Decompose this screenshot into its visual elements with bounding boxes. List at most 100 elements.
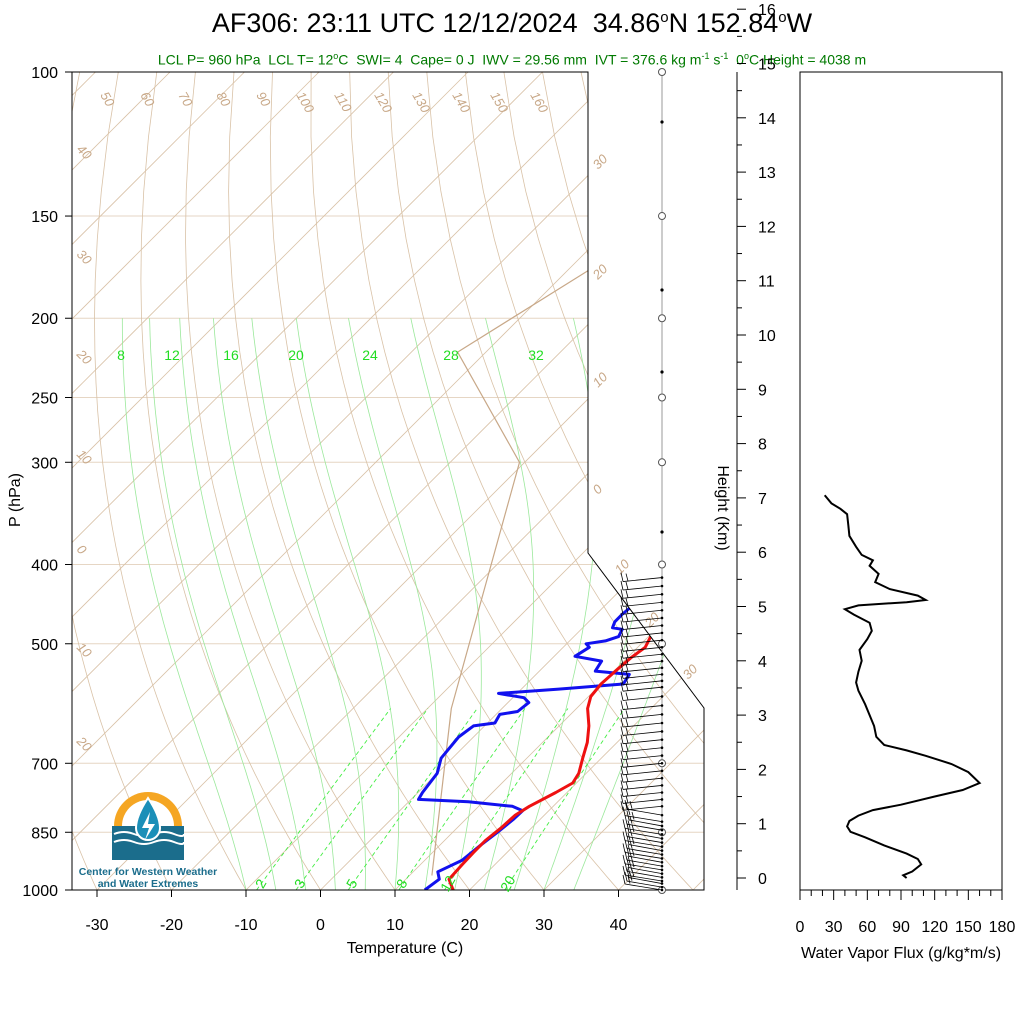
wv-x-tick-label: 150 (955, 919, 982, 936)
wind-barb-flag (625, 643, 629, 651)
wind-barb-dot (660, 849, 664, 852)
wind-barb-dot (660, 791, 664, 794)
wind-barb-flag (631, 824, 635, 833)
dry-adiabat-line (774, 72, 1024, 890)
wind-barb (620, 662, 664, 673)
wind-barb-shaft (622, 777, 663, 783)
dry-adiabat-line (426, 72, 704, 890)
wind-barb-dot (660, 624, 664, 627)
wind-barb-dot (660, 868, 664, 872)
wind-barb-flag (620, 675, 624, 685)
height-tick-label: 15 (758, 57, 776, 74)
height-tick-label: 5 (758, 600, 767, 617)
wind-barb-dot (660, 769, 664, 773)
wind-barb (624, 872, 664, 889)
wind-barb-dot (660, 879, 664, 883)
mixing-ratio-label: 20 (288, 347, 304, 363)
height-tick-label: 14 (758, 111, 776, 128)
wind-barb-shaft (622, 593, 663, 599)
wind-barb-flag (620, 742, 624, 752)
wind-barb-flag (620, 682, 624, 692)
y-tick-label: 850 (31, 825, 58, 842)
wind-barb-shaft (622, 705, 663, 710)
wind-barb-flag (620, 605, 624, 615)
wind-barb-dot (660, 761, 664, 765)
wind-barb-flag (631, 869, 635, 878)
isotherm-label-right: 0 (590, 481, 606, 497)
wind-barb-shaft (628, 819, 663, 827)
wind-barb-flag (620, 572, 624, 582)
y-tick-label: 150 (31, 209, 58, 226)
wind-barb-flag (625, 581, 629, 590)
mixing-ratio-bottom-label: 12 (437, 873, 459, 895)
wind-barb-shaft (622, 805, 663, 811)
parcel-trace-line (431, 72, 704, 876)
mixing-ratio-line (398, 708, 526, 890)
wind-barb-flag (620, 709, 624, 719)
wind-barb (620, 765, 664, 776)
wind-barb-shaft (622, 722, 663, 728)
wind-barb-dot (660, 616, 664, 620)
dry-adiabat-line (310, 72, 619, 890)
wind-barb-shaft (622, 686, 663, 692)
wind-barb-flag (625, 718, 629, 727)
wind-barb-flag (622, 874, 626, 885)
dry-adiabat-line (928, 72, 1024, 890)
wind-barb (622, 854, 664, 872)
wind-barb-flag (620, 726, 624, 736)
wind-barb-shaft (622, 609, 663, 615)
dry-adiabat-line (387, 72, 704, 890)
wind-barb (620, 773, 664, 783)
logo-line-1: Center for Western Weather (78, 866, 218, 878)
wind-barb-flag (625, 606, 629, 614)
wind-barb-flag (620, 691, 624, 701)
dry-adiabat-line (542, 72, 704, 890)
wind-barb-flag (625, 692, 629, 701)
wind-barb-flag (626, 835, 630, 845)
isotherm-label-left: 10 (74, 447, 95, 468)
wind-barb-shaft (624, 840, 663, 847)
wind-barb-flag (625, 598, 629, 606)
wind-barb-dot (660, 673, 664, 676)
isotherm-label-right: 20 (589, 261, 611, 283)
wind-barb-flag (622, 865, 626, 876)
wind-barb (620, 656, 664, 666)
wind-barb-flag (625, 751, 629, 760)
wind-barb-shaft (628, 844, 663, 851)
wind-barb (620, 597, 664, 607)
wind-barb-dot (660, 584, 664, 588)
wind-barb-dot (660, 659, 664, 663)
wind-barb-flag (620, 765, 624, 775)
dry-adiabat-line (228, 72, 470, 890)
wind-barb-shaft (622, 714, 663, 719)
height-tick-label: 16 (758, 2, 776, 19)
wind-barb-dot (660, 776, 664, 780)
barb-level-dot (660, 370, 664, 374)
wind-barb-flag (625, 743, 629, 752)
wind-barb-shaft (624, 874, 663, 882)
wind-barb-flag (625, 766, 629, 775)
wind-barb (620, 758, 664, 768)
wind-barb (620, 649, 664, 659)
wind-barb (620, 635, 664, 645)
x-tick-label: -30 (85, 917, 108, 934)
x-tick-label: -20 (160, 917, 183, 934)
wind-barb-dot (660, 804, 664, 808)
isotherm-label-left: 20 (73, 346, 95, 368)
wind-barb-flag (620, 758, 624, 768)
wind-barb-shaft (622, 660, 663, 666)
wind-barb-shaft (628, 867, 663, 875)
moist-adiabat-line (121, 318, 247, 890)
wind-barb-shaft (624, 827, 663, 835)
wind-barb-flag (625, 710, 629, 719)
moist-adiabat-line (484, 318, 534, 890)
dry-adiabat-label: 60 (137, 89, 158, 110)
mixing-ratio-line (504, 708, 625, 890)
isotherm-line (72, 72, 704, 890)
wind-barb-shaft (624, 852, 663, 859)
dry-adiabat-label: 70 (175, 89, 196, 110)
title-flight: AF306 (211, 8, 292, 38)
x-tick-label: 20 (461, 917, 479, 934)
height-tick-label: 6 (758, 545, 767, 562)
wind-barb (620, 589, 664, 599)
